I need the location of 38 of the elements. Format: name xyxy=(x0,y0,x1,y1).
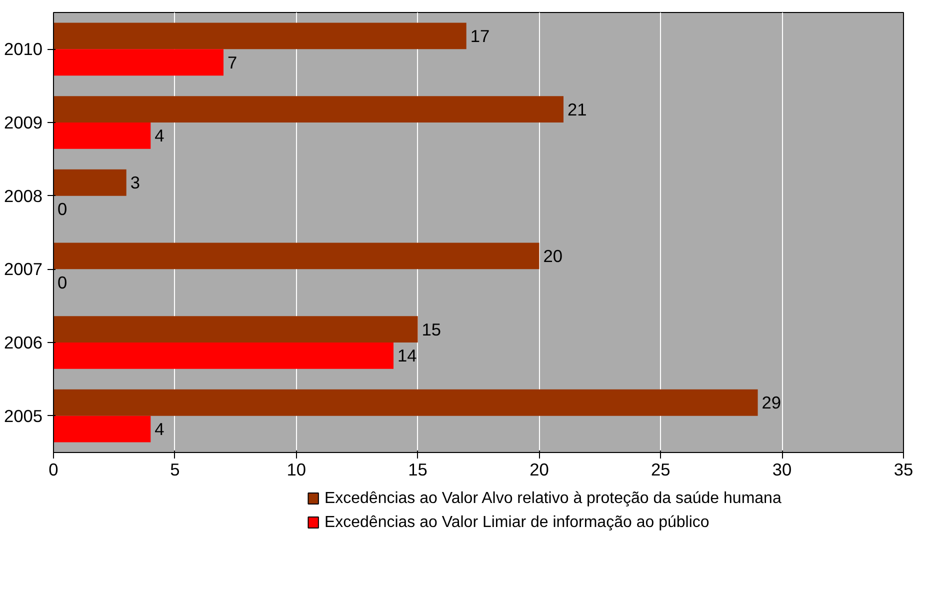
data-label: 0 xyxy=(58,272,68,292)
data-label: 4 xyxy=(154,126,165,146)
bar xyxy=(54,416,151,442)
data-label: 15 xyxy=(422,319,442,340)
bar xyxy=(54,316,418,342)
data-label: 17 xyxy=(470,26,490,46)
bar xyxy=(54,169,126,196)
data-label: 29 xyxy=(762,392,782,413)
bar xyxy=(54,49,224,76)
bar xyxy=(54,242,540,270)
data-label: 3 xyxy=(130,172,140,193)
data-label: 21 xyxy=(568,99,587,120)
x-tick-label: 35 xyxy=(894,460,914,480)
y-tick-label: 2008 xyxy=(4,186,43,206)
data-label: 7 xyxy=(228,52,238,72)
bar xyxy=(54,342,394,369)
x-tick-label: 25 xyxy=(651,460,670,480)
bar xyxy=(54,22,466,50)
y-tick-label: 2006 xyxy=(4,332,43,352)
x-tick-label: 15 xyxy=(408,460,428,480)
y-tick-label: 2007 xyxy=(4,259,43,280)
y-tick-label: 2005 xyxy=(4,406,43,426)
y-tick-label: 2009 xyxy=(4,112,43,132)
bar xyxy=(54,96,564,122)
legend-label: Excedências ao Valor Alvo relativo à proteção da saúde humana xyxy=(324,490,782,507)
x-tick-label: 20 xyxy=(530,460,549,480)
data-label: 14 xyxy=(398,346,418,366)
legend-label: Excedências ao Valor Limiar de informação ao público xyxy=(324,514,710,531)
data-label: 0 xyxy=(58,199,68,220)
y-tick-label: 2010 xyxy=(4,39,43,60)
x-tick-label: 30 xyxy=(772,460,792,480)
x-tick-label: 0 xyxy=(48,460,58,480)
x-tick-label: 5 xyxy=(170,460,180,480)
bar xyxy=(54,389,758,416)
data-label: 4 xyxy=(154,419,165,440)
data-label: 20 xyxy=(543,246,562,266)
x-tick-label: 10 xyxy=(286,460,306,480)
bar xyxy=(54,122,151,149)
